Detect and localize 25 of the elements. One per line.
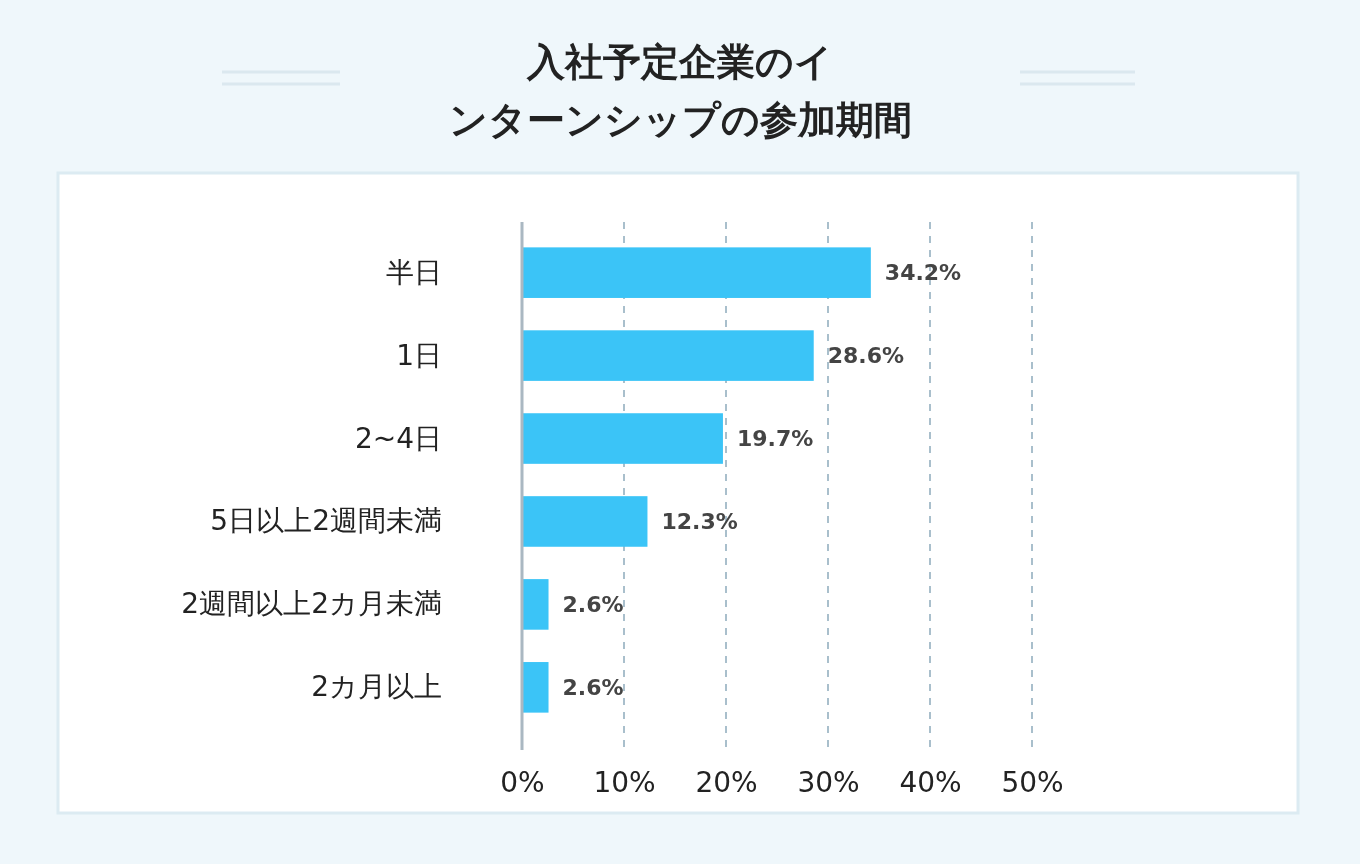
bar bbox=[522, 247, 871, 298]
chart-title: 入社予定企業のインターンシップの参加期間 bbox=[448, 40, 912, 142]
y-tick-label: 2カ月以上 bbox=[311, 670, 442, 704]
bar bbox=[522, 330, 814, 381]
bar bbox=[522, 496, 648, 547]
x-tick-label: 30% bbox=[797, 765, 860, 799]
y-tick-label: 2~4日 bbox=[354, 421, 442, 455]
bar bbox=[522, 579, 549, 630]
bar bbox=[522, 413, 723, 464]
data-label: 34.2% bbox=[884, 260, 962, 286]
data-label: 28.6% bbox=[827, 343, 905, 369]
x-tick-label: 40% bbox=[899, 765, 962, 799]
y-tick-label: 半日 bbox=[386, 255, 442, 289]
x-tick-label: 20% bbox=[695, 765, 758, 799]
x-tick-label: 50% bbox=[1001, 765, 1064, 799]
bar bbox=[522, 662, 549, 713]
data-label: 2.6% bbox=[562, 675, 624, 701]
y-tick-label: 5日以上2週間未満 bbox=[210, 504, 442, 538]
y-tick-label: 2週間以上2カ月未満 bbox=[181, 587, 442, 621]
data-label: 12.3% bbox=[661, 509, 738, 535]
x-tick-label: 0% bbox=[500, 765, 545, 799]
x-tick-label: 10% bbox=[593, 765, 656, 799]
data-label: 2.6% bbox=[562, 592, 624, 618]
data-label: 19.7% bbox=[736, 426, 814, 452]
y-tick-label: 1日 bbox=[396, 338, 442, 372]
